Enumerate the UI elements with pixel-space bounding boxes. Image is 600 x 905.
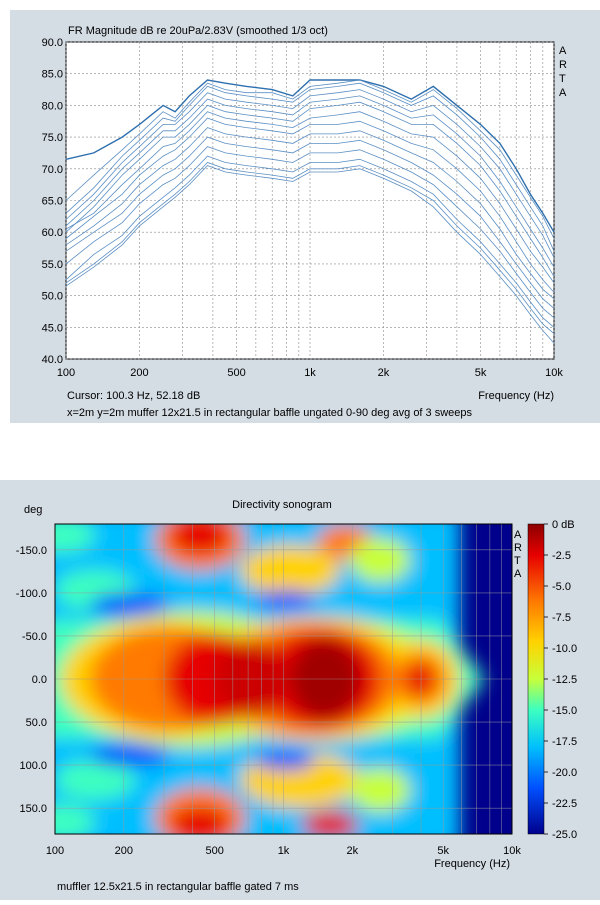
sonogram-gridlines	[54, 524, 513, 834]
colorbar-tick: -15.0	[552, 705, 577, 717]
fr-y-tick: 40.0	[42, 354, 63, 366]
sonogram-x-tick: 5k	[437, 845, 449, 857]
sonogram-caption: muffler 12.5x21.5 in rectangular baffle …	[57, 881, 299, 893]
fr-series-group	[65, 79, 555, 344]
sonogram-x-tick-labels: 100 200 500 1k 2k 5k 10k	[46, 845, 522, 857]
fr-y-tick-labels: 90.0 85.0 80.0 75.0 70.0 65.0 60.0 55.0 50.0 45.0…	[42, 37, 63, 366]
fr-y-tick: 85.0	[42, 69, 63, 81]
fr-series-line	[65, 146, 555, 319]
fr-x-tick: 1k	[304, 367, 316, 379]
sonogram-y-tick: 50.0	[26, 717, 47, 729]
brand-letter: A	[514, 568, 522, 580]
sonogram-x-tick: 1k	[278, 845, 290, 857]
fr-y-tick: 55.0	[42, 259, 63, 271]
fr-y-tick: 90.0	[42, 37, 63, 49]
fr-series-line	[65, 127, 555, 300]
sonogram-y-tick: -150.0	[16, 545, 47, 557]
fr-series-line	[65, 111, 555, 284]
fr-gridlines	[65, 41, 555, 360]
fr-magnitude-chart: FR Magnitude dB re 20uPa/2.83V (smoothed…	[42, 25, 567, 419]
colorbar-tick: -10.0	[552, 643, 577, 655]
fr-x-tick-labels: 100 200 500 1k 2k 5k 10k	[57, 367, 564, 379]
sonogram-y-tick: 150.0	[19, 803, 47, 815]
fr-x-tick: 5k	[475, 367, 487, 379]
sonogram-y-axis-label: deg	[24, 504, 42, 516]
colorbar-tick: -5.0	[552, 581, 571, 593]
fr-series-line	[65, 89, 555, 258]
colorbar-tick-labels: 0 dB -2.5 -5.0 -7.5 -10.0 -12.5 -15.0 -17.5 -20.…	[544, 519, 577, 841]
colorbar-tick: -25.0	[552, 829, 577, 841]
sonogram-x-tick: 500	[206, 845, 224, 857]
sonogram-y-tick: 0.0	[32, 674, 47, 686]
fr-x-axis-label: Frequency (Hz)	[478, 390, 554, 402]
brand-letter: A	[559, 45, 567, 57]
brand-letter: A	[514, 529, 522, 541]
brand-letter: T	[514, 555, 521, 567]
fr-caption: x=2m y=2m muffer 12x21.5 in rectangular …	[67, 407, 473, 419]
colorbar-tick: -7.5	[552, 612, 571, 624]
fr-series-line	[65, 101, 555, 277]
colorbar-tick: -12.5	[552, 674, 577, 686]
brand-letter: R	[514, 542, 522, 554]
sonogram-y-tick: 100.0	[19, 760, 47, 772]
fr-y-tick: 50.0	[42, 291, 63, 303]
fr-series-line	[65, 79, 555, 233]
brand-letter: T	[559, 73, 566, 85]
fr-x-tick: 2k	[378, 367, 390, 379]
fr-brand: A R T A	[559, 45, 567, 99]
fr-series-line	[65, 117, 555, 293]
fr-cursor-readout: Cursor: 100.3 Hz, 52.18 dB	[67, 390, 200, 402]
fr-y-tick: 45.0	[42, 322, 63, 334]
colorbar-tick: -2.5	[552, 550, 571, 562]
fr-x-tick: 10k	[545, 367, 563, 379]
fr-y-tick: 80.0	[42, 100, 63, 112]
sonogram-y-tick: -100.0	[16, 588, 47, 600]
fr-series-line	[65, 162, 555, 334]
fr-x-tick: 500	[227, 367, 245, 379]
directivity-sonogram-chart: Directivity sonogram deg	[16, 499, 577, 893]
fr-magnitude-panel: FR Magnitude dB re 20uPa/2.83V (smoothed…	[10, 10, 600, 423]
fr-y-tick: 75.0	[42, 132, 63, 144]
colorbar-tick: -20.0	[552, 767, 577, 779]
fr-y-tick: 60.0	[42, 227, 63, 239]
sonogram-y-tick: -50.0	[22, 631, 47, 643]
fr-y-tick: 65.0	[42, 196, 63, 208]
sonogram-x-tick: 10k	[503, 845, 521, 857]
fr-series-line	[65, 136, 555, 309]
sonogram-brand: A R T A	[514, 529, 522, 580]
brand-letter: A	[559, 87, 567, 99]
fr-chart-title: FR Magnitude dB re 20uPa/2.83V (smoothed…	[68, 25, 328, 37]
sonogram-heatmap	[55, 524, 512, 834]
fr-x-tick: 100	[57, 367, 75, 379]
fr-series-line	[65, 82, 555, 252]
fr-series-line	[65, 155, 555, 328]
brand-letter: R	[559, 59, 567, 71]
colorbar-tick: 0 dB	[552, 519, 575, 531]
sonogram-frame	[54, 523, 513, 835]
sonogram-title: Directivity sonogram	[232, 499, 332, 511]
fr-y-tick: 70.0	[42, 164, 63, 176]
sonogram-y-tick-labels: -150.0 -100.0 -50.0 0.0 50.0 100.0 150.0	[16, 545, 47, 815]
fr-x-tick: 200	[130, 367, 148, 379]
fr-series-line	[65, 95, 555, 268]
fr-series-line	[65, 165, 555, 344]
colorbar	[527, 523, 545, 835]
sonogram-x-tick: 200	[115, 845, 133, 857]
fr-series-line	[65, 79, 555, 239]
sonogram-x-tick: 2k	[346, 845, 358, 857]
directivity-panel: Directivity sonogram deg	[0, 480, 600, 900]
colorbar-tick: -22.5	[552, 798, 577, 810]
sonogram-x-tick: 100	[46, 845, 64, 857]
sonogram-x-axis-label: Frequency (Hz)	[434, 858, 510, 870]
colorbar-tick: -17.5	[552, 736, 577, 748]
